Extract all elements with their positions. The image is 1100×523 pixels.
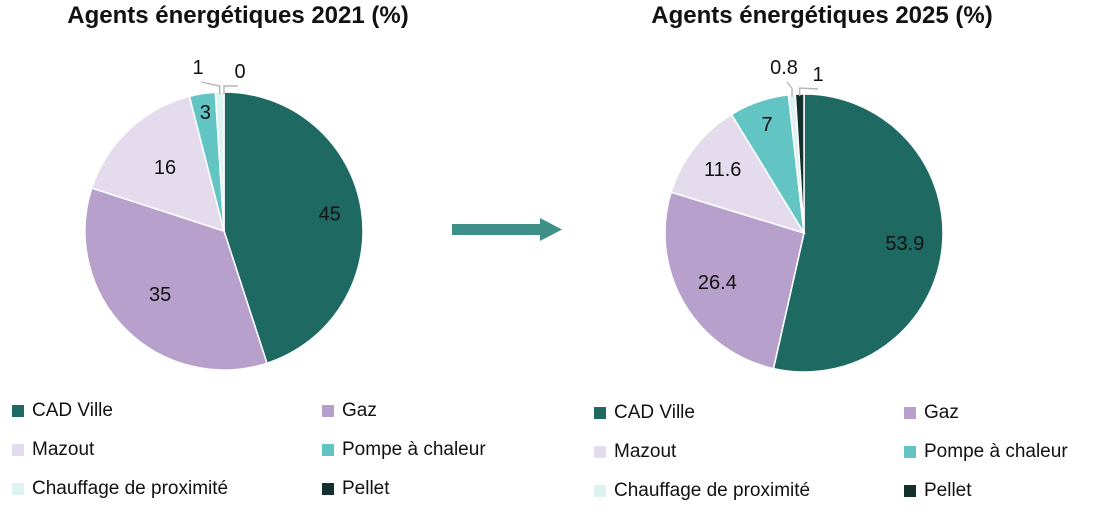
legend-item-2025-pellet: Pellet <box>904 480 972 502</box>
chart-title-2025: Agents énergétiques 2025 (%) <box>651 2 993 29</box>
legend-label: Chauffage de proximité <box>32 478 229 499</box>
leader-line-2021-chauffage-de-proximite <box>200 81 221 95</box>
legend-label: Chauffage de proximité <box>614 480 811 501</box>
data-label-2021-mazout: 16 <box>154 157 176 179</box>
data-label-2025-chauffage-de-proximite: 0.8 <box>770 57 798 79</box>
leader-line-2025-pellet <box>799 87 819 97</box>
legend-swatch <box>12 444 24 456</box>
legend-label: Gaz <box>342 400 377 421</box>
legend-label: CAD Ville <box>32 400 113 421</box>
pie-slice-2021-cad-ville <box>223 91 364 365</box>
legend-item-2025-gaz: Gaz <box>904 402 959 424</box>
legend-label: Mazout <box>32 439 95 460</box>
legend-label: Pompe à chaleur <box>342 439 486 460</box>
legend-label: Mazout <box>614 441 677 462</box>
legend-swatch <box>904 446 916 458</box>
leader-line-2025-chauffage-de-proximite <box>786 81 793 97</box>
legend-item-2021-mazout: Mazout <box>12 439 94 461</box>
leader-line-2021-pellet <box>223 85 238 94</box>
pie-2021: 45 35 16 3 1 0 <box>84 57 364 371</box>
arrow-icon <box>452 218 562 241</box>
pie-slice-2021-gaz <box>84 187 268 371</box>
data-label-2021-pompe-a-chaleur: 3 <box>200 102 211 124</box>
legend-item-2021-gaz: Gaz <box>322 400 377 422</box>
data-label-2021-gaz: 35 <box>149 284 171 306</box>
legend-swatch <box>12 483 24 495</box>
legend-item-2025-pompe-a-chaleur: Pompe à chaleur <box>904 441 1068 463</box>
legend-item-2021-pellet: Pellet <box>322 478 390 500</box>
legend-item-2025-mazout: Mazout <box>594 441 676 463</box>
legend-swatch <box>594 407 606 419</box>
chart-title-2021: Agents énergétiques 2021 (%) <box>67 2 409 29</box>
data-label-2025-pellet: 1 <box>812 64 823 86</box>
legend-label: Pompe à chaleur <box>924 441 1068 462</box>
legend-label: CAD Ville <box>614 402 695 423</box>
legend-label: Pellet <box>342 478 390 499</box>
legend-swatch <box>12 405 24 417</box>
data-label-2025-mazout: 11.6 <box>704 159 741 181</box>
legend-item-2025-chauffage-de-proximite: Chauffage de proximité <box>594 480 810 502</box>
legend-swatch <box>594 485 606 497</box>
legend-swatch <box>904 485 916 497</box>
legend-swatch <box>594 446 606 458</box>
legend-item-2025-cad-ville: CAD Ville <box>594 402 695 424</box>
legend-item-2021-pompe-a-chaleur: Pompe à chaleur <box>322 439 486 461</box>
pie-slice-2025-gaz <box>664 191 805 370</box>
pie-2025: 53.9 26.4 11.6 7 0.8 1 <box>664 57 944 373</box>
pie-slice-2021-mazout <box>90 95 226 233</box>
legend-label: Pellet <box>924 480 972 501</box>
data-label-2021-chauffage-de-proximite: 1 <box>192 57 203 79</box>
pie-slice-2025-mazout <box>670 113 806 235</box>
legend-swatch <box>322 405 334 417</box>
pie-slice-2025-cad-ville <box>772 93 944 373</box>
legend-swatch <box>322 444 334 456</box>
legend-item-2021-chauffage-de-proximite: Chauffage de proximité <box>12 478 228 500</box>
legend-swatch <box>322 483 334 495</box>
data-label-2025-cad-ville: 53.9 <box>885 233 924 255</box>
data-label-2025-gaz: 26.4 <box>698 272 737 294</box>
legend-swatch <box>904 407 916 419</box>
legend-label: Gaz <box>924 402 959 423</box>
data-label-2021-cad-ville: 45 <box>319 203 341 225</box>
legend-item-2021-cad-ville: CAD Ville <box>12 400 113 422</box>
data-label-2025-pompe-a-chaleur: 7 <box>761 114 772 136</box>
data-label-2021-pellet: 0 <box>234 61 245 83</box>
